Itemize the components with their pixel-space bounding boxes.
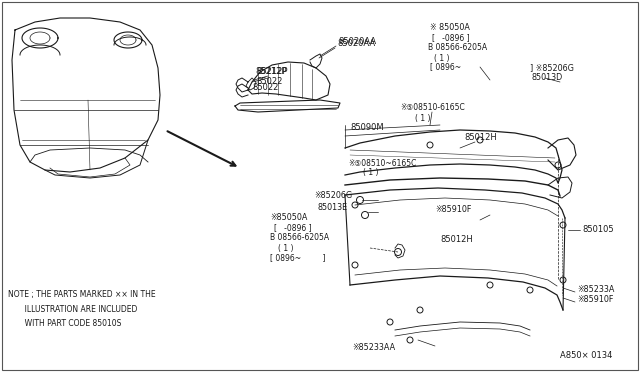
Text: 85012H: 85012H [464, 134, 497, 142]
Text: ] ※85206G: ] ※85206G [530, 64, 574, 73]
Text: ( 1 ): ( 1 ) [415, 113, 431, 122]
Text: ( 1 ): ( 1 ) [434, 54, 449, 62]
Text: 85012H: 85012H [440, 235, 473, 244]
Text: ※⑤08510-6165C: ※⑤08510-6165C [400, 103, 465, 112]
Text: [ 0896~         ]: [ 0896~ ] [270, 253, 326, 263]
Text: 850105: 850105 [582, 225, 614, 234]
Text: A850× 0134: A850× 0134 [560, 351, 612, 360]
Text: ※85910F: ※85910F [577, 295, 613, 305]
Text: 85013D: 85013D [532, 74, 563, 83]
Text: B 08566-6205A: B 08566-6205A [428, 44, 487, 52]
Text: 85212P: 85212P [255, 67, 287, 77]
Text: ※85050A: ※85050A [270, 214, 307, 222]
Text: 85013E: 85013E [317, 203, 347, 212]
Text: 85090M: 85090M [350, 124, 383, 132]
Text: 85020AA: 85020AA [337, 39, 375, 48]
Text: ※ 85050A: ※ 85050A [430, 23, 470, 32]
Text: 85022: 85022 [252, 83, 278, 93]
Text: [ 0896~: [ 0896~ [430, 62, 461, 71]
Text: [   -0896 ]: [ -0896 ] [274, 224, 312, 232]
Text: NOTE ; THE PARTS MARKED ×× IN THE
       ILLUSTRATION ARE INCLUDED
       WITH P: NOTE ; THE PARTS MARKED ×× IN THE ILLUST… [8, 290, 156, 328]
Text: ( 1 ): ( 1 ) [363, 167, 378, 176]
Text: 85212P: 85212P [256, 67, 287, 77]
Text: ( 1 ): ( 1 ) [278, 244, 294, 253]
Text: ※85233A: ※85233A [577, 285, 614, 295]
Text: ※85206G: ※85206G [314, 192, 352, 201]
Text: 85022: 85022 [256, 77, 282, 87]
Text: 85020AA: 85020AA [338, 36, 376, 45]
Text: [   -0896 ]: [ -0896 ] [432, 33, 470, 42]
Text: ※⑤08510~6165C: ※⑤08510~6165C [348, 158, 417, 167]
Text: B 08566-6205A: B 08566-6205A [270, 234, 329, 243]
Text: ※85910F: ※85910F [435, 205, 472, 215]
Text: ※85233AA: ※85233AA [352, 343, 395, 352]
